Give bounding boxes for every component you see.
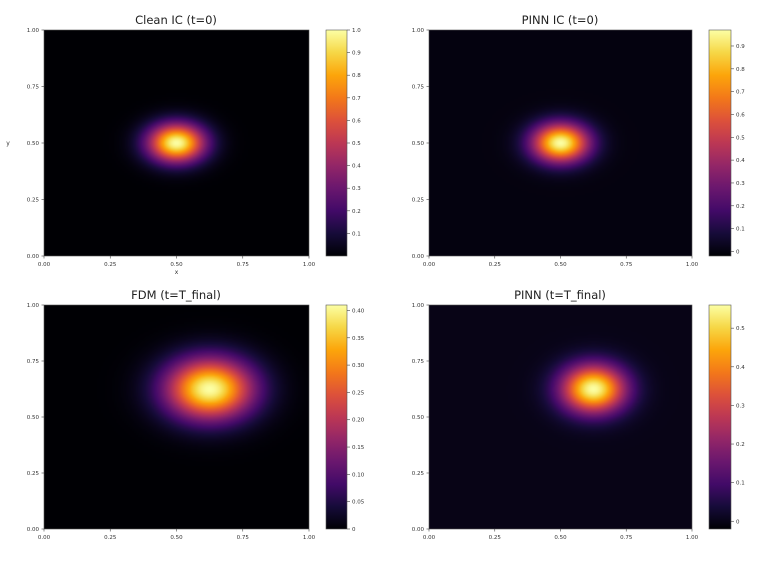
colorbar-tick-label: 0.5 <box>736 326 745 332</box>
colorbar-tick-label: 0.1 <box>736 481 745 487</box>
colorbar-tick-label: 0.15 <box>352 445 365 451</box>
y-tick-label: 0.25 <box>27 471 40 477</box>
colorbar-tick-label: 0.9 <box>736 44 745 50</box>
colorbar-tick-label: 0 <box>736 519 740 525</box>
colorbar-tick-label: 0.2 <box>352 209 361 215</box>
y-tick-label: 0.25 <box>412 471 425 477</box>
colorbar-tick-label: 0.9 <box>352 51 361 57</box>
heatmap-image <box>44 305 309 529</box>
colorbar <box>325 29 348 257</box>
x-tick-label: 0.25 <box>489 535 502 541</box>
colorbar-tick-label: 0.2 <box>736 204 745 210</box>
y-tick-label: 0.75 <box>412 85 425 91</box>
x-tick-label: 1.00 <box>686 262 699 268</box>
heatmap-image <box>429 30 692 256</box>
colorbar-tick-label: 0.7 <box>352 96 361 102</box>
colorbar-tick-label: 0.1 <box>352 231 361 237</box>
y-tick-label: 0.25 <box>412 198 425 204</box>
x-tick-label: 0.25 <box>104 262 117 268</box>
panel-title: FDM (t=T_final) <box>131 288 221 302</box>
colorbar-tick-label: 0.30 <box>352 363 365 369</box>
x-tick-label: 0.50 <box>170 262 183 268</box>
colorbar-tick-label: 0.4 <box>352 164 361 170</box>
colorbar-tick-label: 0 <box>352 527 356 533</box>
y-tick-label: 0.25 <box>27 198 40 204</box>
colorbar <box>325 304 348 530</box>
panel-title: Clean IC (t=0) <box>135 13 217 27</box>
y-tick-label: 0.75 <box>27 85 40 91</box>
colorbar-tick-label: 0.1 <box>736 227 745 233</box>
y-tick-label: 0.00 <box>412 254 425 260</box>
colorbar-tick-label: 1.0 <box>352 28 361 34</box>
y-tick-label: 1.00 <box>27 303 40 309</box>
colorbar-tick-label: 0.4 <box>736 365 745 371</box>
x-tick-label: 1.00 <box>303 535 316 541</box>
y-tick-label: 0.75 <box>412 359 425 365</box>
y-tick-label: 1.00 <box>27 28 40 34</box>
x-tick-label: 0.50 <box>554 535 567 541</box>
x-tick-label: 1.00 <box>686 535 699 541</box>
x-tick-label: 0.00 <box>38 262 51 268</box>
x-axis-label: x <box>175 269 179 276</box>
y-tick-label: 1.00 <box>412 303 425 309</box>
colorbar-tick-label: 0.40 <box>352 308 365 314</box>
y-tick-label: 0.50 <box>27 141 40 147</box>
heatmap-panel-2: PINN IC (t=0)0.00 0.25 0.50 0.75 1.000.000.2… <box>412 13 745 268</box>
colorbar-tick-label: 0.4 <box>736 158 745 164</box>
x-tick-label: 0.75 <box>620 262 633 268</box>
y-tick-label: 0.50 <box>412 141 425 147</box>
colorbar-tick-label: 0.8 <box>352 73 361 79</box>
x-tick-label: 1.00 <box>303 262 316 268</box>
x-tick-label: 0.25 <box>489 262 502 268</box>
colorbar-tick-label: 0.20 <box>352 418 365 424</box>
colorbar-tick-label: 0.2 <box>736 442 745 448</box>
x-tick-label: 0.50 <box>554 262 567 268</box>
colorbar-tick-label: 0.3 <box>736 403 745 409</box>
colorbar-tick-label: 0 <box>736 249 740 255</box>
colorbar-tick-label: 0.3 <box>352 186 361 192</box>
y-tick-label: 0.50 <box>27 415 40 421</box>
x-tick-label: 0.50 <box>170 535 183 541</box>
colorbar-tick-label: 0.5 <box>352 141 361 147</box>
colorbar-tick-label: 0.7 <box>736 90 745 96</box>
colorbar-tick-label: 0.5 <box>736 135 745 141</box>
heatmap-image <box>44 30 309 256</box>
heatmap-image <box>429 305 692 529</box>
y-axis-label: y <box>6 140 10 147</box>
colorbar <box>708 304 732 530</box>
colorbar-tick-label: 0.6 <box>736 112 745 118</box>
colorbar-tick-label: 0.6 <box>352 118 361 124</box>
colorbar-tick-label: 0.05 <box>352 500 365 506</box>
y-tick-label: 1.00 <box>412 28 425 34</box>
x-tick-label: 0.25 <box>104 535 117 541</box>
panel-title: PINN (t=T_final) <box>514 288 606 302</box>
heatmap-panel-4: PINN (t=T_final)0.00 0.25 0.50 0.75 1.000.00… <box>412 288 745 541</box>
heatmap-panel-3: FDM (t=T_final) 0.00 0.25 0.50 0.75 1.00 0.00 0… <box>27 288 365 541</box>
x-tick-label: 0.75 <box>237 262 250 268</box>
x-tick-label: 0.00 <box>423 535 436 541</box>
colorbar-tick-label: 0.35 <box>352 336 365 342</box>
y-tick-label: 0.50 <box>412 415 425 421</box>
y-tick-label: 0.75 <box>27 359 40 365</box>
heatmap-panel-1: Clean IC (t=0) 0.00 0.25 0.50 0.75 1.00 0.00 0.… <box>6 13 361 276</box>
y-tick-label: 0.00 <box>27 254 40 260</box>
colorbar-tick-label: 0.25 <box>352 390 365 396</box>
x-tick-label: 0.75 <box>237 535 250 541</box>
colorbar <box>708 29 732 257</box>
panel-title: PINN IC (t=0) <box>522 13 599 27</box>
colorbar-tick-label: 0.10 <box>352 472 365 478</box>
y-tick-label: 0.00 <box>27 527 40 533</box>
colorbar-tick-label: 0.8 <box>736 67 745 73</box>
x-tick-label: 0.00 <box>38 535 51 541</box>
y-tick-label: 0.00 <box>412 527 425 533</box>
colorbar-tick-label: 0.3 <box>736 181 745 187</box>
x-tick-label: 0.00 <box>423 262 436 268</box>
x-tick-label: 0.75 <box>620 535 633 541</box>
